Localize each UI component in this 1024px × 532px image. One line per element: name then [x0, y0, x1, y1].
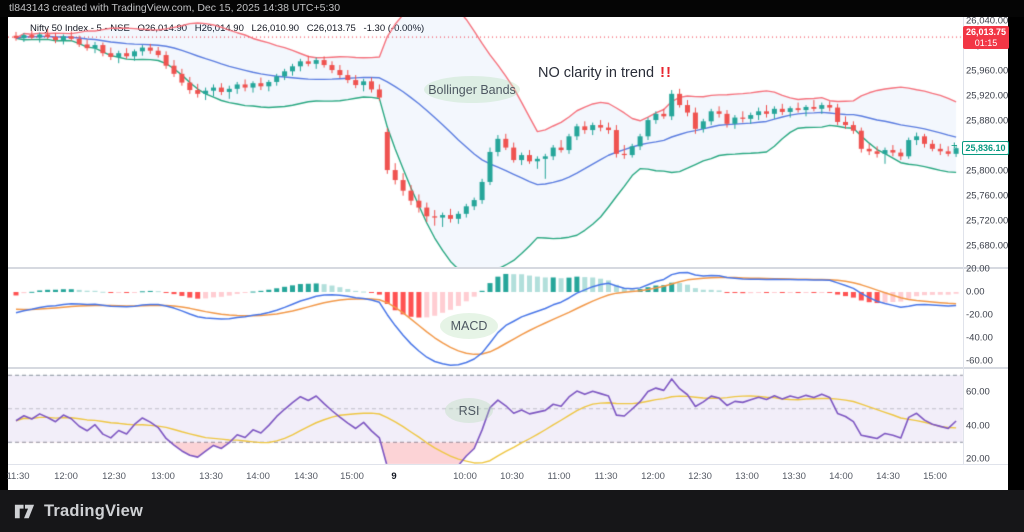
axis-tick-label: 25,960.00 [966, 65, 1009, 77]
tradingview-logo-icon[interactable] [13, 500, 36, 523]
series-close-badge: 25,836.10 [962, 141, 1009, 155]
time-axis-border [8, 464, 1008, 465]
double-exclamation-icon: !! [660, 64, 673, 81]
macd-annotation[interactable]: MACD [440, 313, 498, 339]
last-price-badge: 26,013.75 01:15 [963, 26, 1009, 49]
trend-annotation-text: NO clarity in trend [538, 65, 655, 81]
price-chart-canvas[interactable] [8, 17, 1008, 490]
axis-tick-label: 0.00 [966, 286, 985, 298]
attribution-text: tl843143 created with TradingView.com, D… [9, 2, 341, 14]
pane-separator-main-macd[interactable] [8, 267, 1008, 269]
attribution-bar: tl843143 created with TradingView.com, D… [0, 0, 1024, 17]
time-tick-label: 10:30 [500, 471, 524, 482]
axis-tick-label: -60.00 [966, 355, 993, 367]
axis-tick-label: 20.00 [966, 453, 990, 465]
pane-separator-macd-rsi[interactable] [8, 367, 1008, 369]
rsi-annotation[interactable]: RSI [445, 398, 493, 423]
time-tick-label: 13:30 [199, 471, 223, 482]
axis-tick-label: 25,680.00 [966, 240, 1009, 252]
axis-tick-label: 25,720.00 [966, 215, 1009, 227]
axis-tick-label: -40.00 [966, 332, 993, 344]
time-tick-label: 12:30 [102, 471, 126, 482]
time-tick-label: 15:00 [923, 471, 947, 482]
bar-countdown: 01:15 [974, 38, 998, 48]
axis-tick-label: 25,920.00 [966, 90, 1009, 102]
axis-tick-label: -20.00 [966, 309, 993, 321]
time-tick-label: 11:30 [6, 471, 30, 482]
time-tick-label: 13:00 [151, 471, 175, 482]
last-price-value: 26,013.75 [965, 27, 1007, 37]
trend-annotation[interactable]: NO clarity in trend!! [538, 64, 672, 81]
plus-icon[interactable]: + [951, 140, 958, 152]
time-tick-label: 14:30 [294, 471, 318, 482]
axis-tick-label: 60.00 [966, 386, 990, 398]
axis-tick-label: 26,040.00 [966, 15, 1009, 27]
axis-tick-label: 25,880.00 [966, 115, 1009, 127]
time-tick-label: 15:00 [340, 471, 364, 482]
axis-tick-label: 20.00 [966, 263, 990, 275]
time-tick-label: 9 [391, 471, 397, 482]
chart-frame: Nifty 50 Index - 5 - NSE O26,014.90 H26,… [6, 15, 1009, 490]
axis-tick-label: 25,800.00 [966, 165, 1009, 177]
price-axis-border [963, 17, 964, 464]
time-tick-label: 12:00 [641, 471, 665, 482]
axis-tick-label: 40.00 [966, 420, 990, 431]
time-tick-label: 12:00 [54, 471, 78, 482]
tradingview-wordmark[interactable]: TradingView [44, 501, 144, 520]
time-tick-label: 10:00 [453, 471, 477, 482]
axis-tick-label: 25,760.00 [966, 190, 1009, 202]
bollinger-bands-annotation[interactable]: Bollinger Bands [424, 76, 520, 103]
time-tick-label: 14:00 [829, 471, 853, 482]
footer-bar: TradingView [0, 490, 1024, 532]
time-tick-label: 12:30 [688, 471, 712, 482]
time-tick-label: 11:00 [547, 471, 571, 482]
time-tick-label: 11:30 [594, 471, 618, 482]
time-tick-label: 13:30 [782, 471, 806, 482]
time-tick-label: 14:00 [246, 471, 270, 482]
time-tick-label: 14:30 [876, 471, 900, 482]
time-tick-label: 13:00 [735, 471, 759, 482]
